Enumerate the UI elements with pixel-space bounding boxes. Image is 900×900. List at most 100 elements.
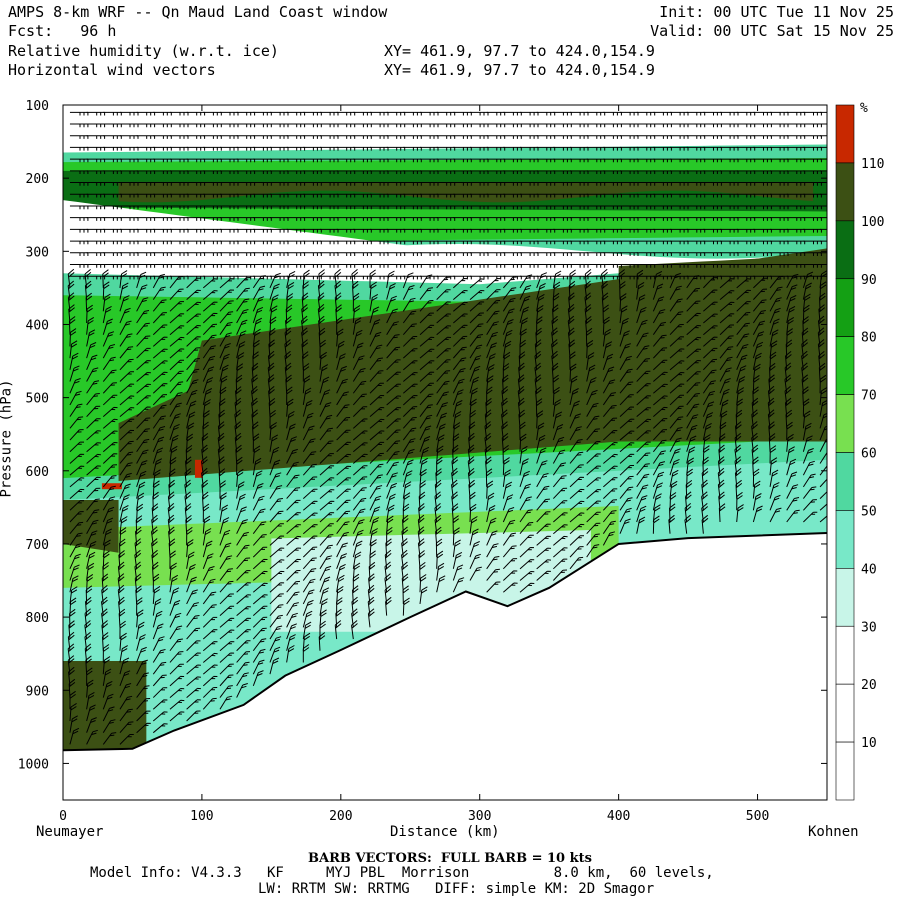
wind-barb	[753, 146, 772, 151]
wind-barb	[86, 123, 106, 128]
wind-barb	[369, 111, 389, 116]
wind-barb	[286, 217, 306, 221]
wind-barb	[236, 557, 251, 570]
wind-barb	[369, 205, 389, 210]
wind-barb	[302, 412, 314, 429]
wind-barb	[69, 340, 78, 359]
wind-barb	[334, 280, 342, 300]
wind-barb	[786, 497, 800, 511]
wind-barb	[569, 388, 579, 406]
wind-barb	[69, 170, 89, 174]
wind-barb	[86, 405, 101, 417]
wind-barb	[536, 422, 545, 441]
wind-barb	[86, 240, 106, 245]
wind-barb	[520, 146, 539, 151]
wind-barb	[520, 193, 539, 198]
wind-barb	[386, 228, 406, 233]
physics-info: LW: RRTM SW: RRTMG DIFF: simple KM: 2D S…	[258, 881, 655, 897]
wind-barb	[369, 228, 389, 233]
wind-barb	[352, 476, 368, 488]
wind-barb	[336, 240, 356, 245]
wind-barb	[353, 217, 372, 221]
wind-barb	[153, 182, 172, 186]
wind-barb	[736, 170, 756, 174]
wind-barb	[686, 240, 706, 245]
wind-barb	[319, 111, 339, 116]
wind-barb	[734, 432, 742, 452]
wind-barb	[319, 465, 335, 476]
wind-barb	[419, 436, 431, 452]
wind-barb	[769, 286, 783, 300]
wind-barb	[119, 708, 133, 722]
wind-barb	[369, 240, 389, 245]
terrain-line	[63, 531, 827, 752]
wind-barb	[319, 217, 339, 221]
wind-barb	[403, 383, 418, 394]
wind-barb	[484, 409, 492, 429]
wind-barb	[136, 428, 150, 441]
wind-barb	[402, 515, 409, 534]
wind-barb	[452, 378, 465, 394]
wind-barb	[186, 170, 206, 174]
wind-barb	[202, 515, 211, 534]
wind-barb	[819, 515, 827, 523]
wind-barb	[703, 217, 722, 221]
wind-barb	[486, 275, 506, 280]
wind-barb	[436, 205, 456, 210]
wind-barb	[786, 275, 806, 280]
wind-barb	[336, 465, 352, 476]
wind-barb	[736, 301, 751, 312]
wind-barb	[451, 467, 458, 487]
wind-barb	[86, 146, 106, 151]
wind-barb	[619, 368, 633, 382]
wind-barb	[336, 521, 350, 535]
wind-barb	[452, 357, 467, 371]
wind-barb	[536, 135, 556, 139]
wind-barb	[453, 301, 468, 312]
wind-barb	[752, 468, 760, 487]
wind-barb	[520, 252, 539, 256]
wind-barb	[751, 421, 758, 441]
wind-barb	[152, 458, 163, 476]
wind-barb	[353, 158, 372, 163]
wind-barb	[186, 111, 206, 116]
wind-barb	[219, 217, 239, 221]
wind-barb	[252, 275, 266, 289]
wind-barb	[753, 228, 772, 233]
wind-barb	[786, 146, 806, 151]
wind-barb	[452, 515, 459, 534]
wind-barb	[102, 430, 118, 441]
wind-barb	[553, 158, 572, 163]
wind-barb	[150, 526, 158, 546]
wind-barb	[202, 675, 218, 687]
wind-barb	[719, 324, 734, 336]
wind-barb	[169, 276, 184, 289]
wind-barb	[419, 561, 426, 581]
wind-barb	[436, 325, 452, 336]
wind-barb	[753, 170, 772, 174]
wind-barb	[520, 205, 539, 210]
wind-barb	[736, 376, 746, 394]
wind-barb	[770, 158, 789, 163]
model-info: Model Info: V4.3.3 KF MYJ PBL Morrison 8…	[90, 865, 714, 881]
wind-barb	[536, 473, 549, 488]
wind-barb	[219, 580, 234, 593]
wind-barb	[770, 217, 789, 221]
wind-barb	[417, 526, 425, 546]
wind-barb	[402, 297, 416, 312]
wind-barb	[419, 135, 439, 139]
wind-barb	[653, 193, 672, 198]
colorbar-box	[835, 394, 855, 453]
wind-barb	[119, 295, 130, 312]
wind-barb	[384, 573, 392, 593]
wind-barb	[619, 343, 631, 359]
wind-barb	[584, 280, 592, 300]
wind-barb	[819, 503, 827, 511]
wind-barb	[202, 377, 214, 394]
wind-barb	[303, 170, 322, 174]
wind-barb	[686, 446, 696, 464]
wind-barb	[770, 135, 789, 139]
wind-barb	[619, 453, 635, 464]
wind-barb	[369, 182, 389, 186]
wind-barb	[569, 523, 585, 535]
